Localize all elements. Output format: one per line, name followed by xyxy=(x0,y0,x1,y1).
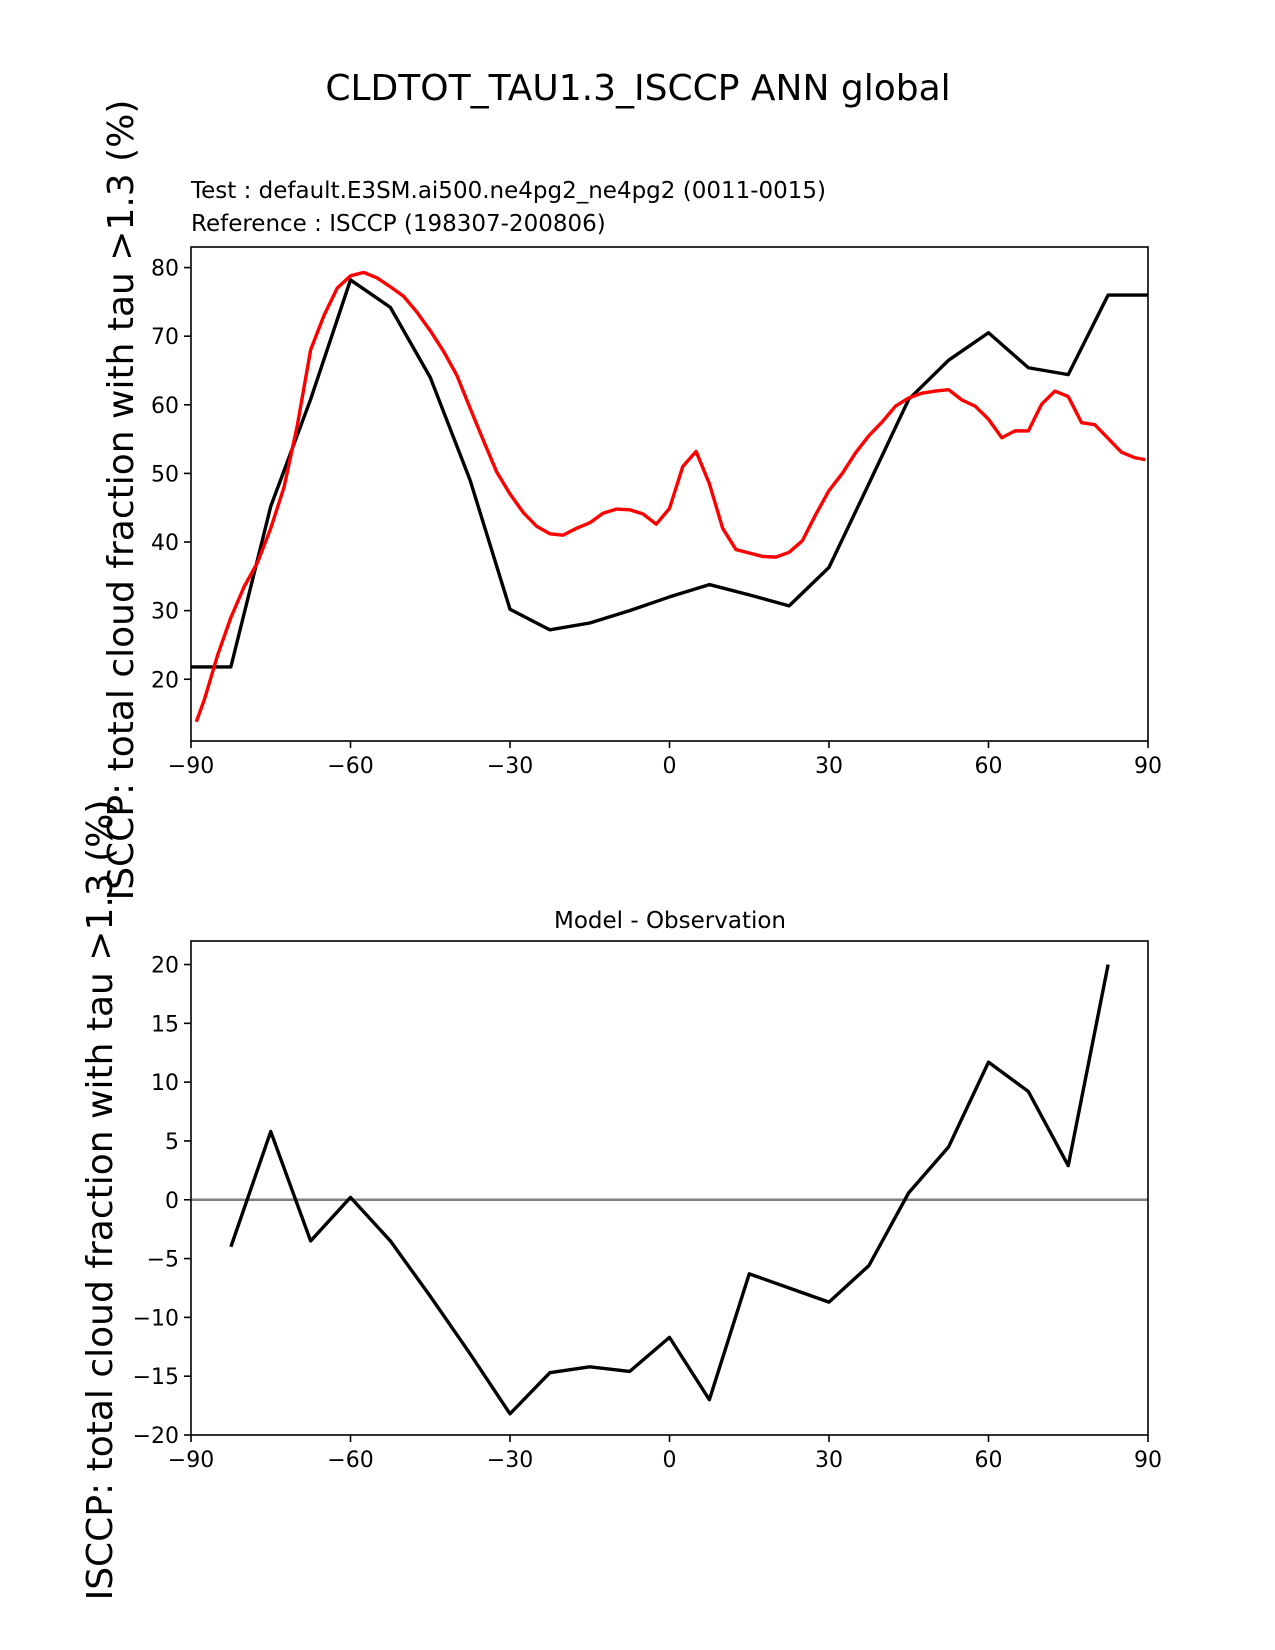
diff-title: Model - Observation xyxy=(554,908,786,934)
difference-line-chart: −90 −60 −30 0 30 60 90 −20 −15 −10 −5 0 5 10 15 20 xyxy=(133,940,1162,1473)
top-line-chart: −90 −60 −30 0 30 60 90 20 30 40 50 60 70 80 xyxy=(151,246,1162,779)
bottom-y-tick-label: −5 xyxy=(147,1248,179,1273)
reference-label: Reference : ISCCP (198307-200806) xyxy=(191,211,606,237)
bottom-ylabel: ISCCP: total cloud fraction with tau >1.… xyxy=(80,800,121,1601)
bottom-y-tick-label: −20 xyxy=(133,1424,179,1449)
top-x-tick-label: 60 xyxy=(975,754,1003,779)
figure-title: CLDTOT_TAU1.3_ISCCP ANN global xyxy=(325,68,950,109)
bottom-y-tick-label: 15 xyxy=(151,1012,179,1037)
top-y-tick-label: 40 xyxy=(151,531,179,556)
bottom-y-tick-label: −15 xyxy=(133,1365,179,1390)
bottom-series-1-line xyxy=(229,964,1110,1416)
top-series-2-line xyxy=(194,270,1146,723)
top-x-tick-label: 0 xyxy=(663,754,677,779)
bottom-x-tick-label: 60 xyxy=(975,1448,1003,1473)
bottom-x-tick-label: −90 xyxy=(168,1448,214,1473)
bottom-y-tick-label: 0 xyxy=(165,1189,179,1214)
top-y-tick-label: 50 xyxy=(151,462,179,487)
bottom-y-tick-label: 20 xyxy=(151,954,179,979)
top-series-1-line xyxy=(191,278,1148,669)
top-x-tick-label: 90 xyxy=(1134,754,1162,779)
top-y-tick-label: 70 xyxy=(151,325,179,350)
test-label: Test : default.E3SM.ai500.ne4pg2_ne4pg2 … xyxy=(190,178,826,204)
top-y-tick-label: 80 xyxy=(151,257,179,282)
bottom-x-tick-label: −30 xyxy=(487,1448,533,1473)
top-x-tick-label: −90 xyxy=(168,754,214,779)
top-ylabel: ISCCP: total cloud fraction with tau >1.… xyxy=(101,100,142,901)
top-x-tick-label: 30 xyxy=(815,754,843,779)
bottom-x-tick-label: 0 xyxy=(663,1448,677,1473)
bottom-x-tick-label: 30 xyxy=(815,1448,843,1473)
top-y-tick-label: 60 xyxy=(151,394,179,419)
top-y-tick-label: 30 xyxy=(151,600,179,625)
top-y-tick-label: 20 xyxy=(151,668,179,693)
top-axes-frame xyxy=(190,246,1149,742)
top-x-tick-label: −30 xyxy=(487,754,533,779)
bottom-y-tick-label: 10 xyxy=(151,1071,179,1096)
bottom-y-tick-label: −10 xyxy=(133,1306,179,1331)
top-x-tick-label: −60 xyxy=(327,754,373,779)
bottom-x-tick-label: 90 xyxy=(1134,1448,1162,1473)
bottom-y-tick-label: 5 xyxy=(165,1130,179,1155)
bottom-axes-frame xyxy=(190,940,1149,1436)
bottom-x-tick-label: −60 xyxy=(327,1448,373,1473)
